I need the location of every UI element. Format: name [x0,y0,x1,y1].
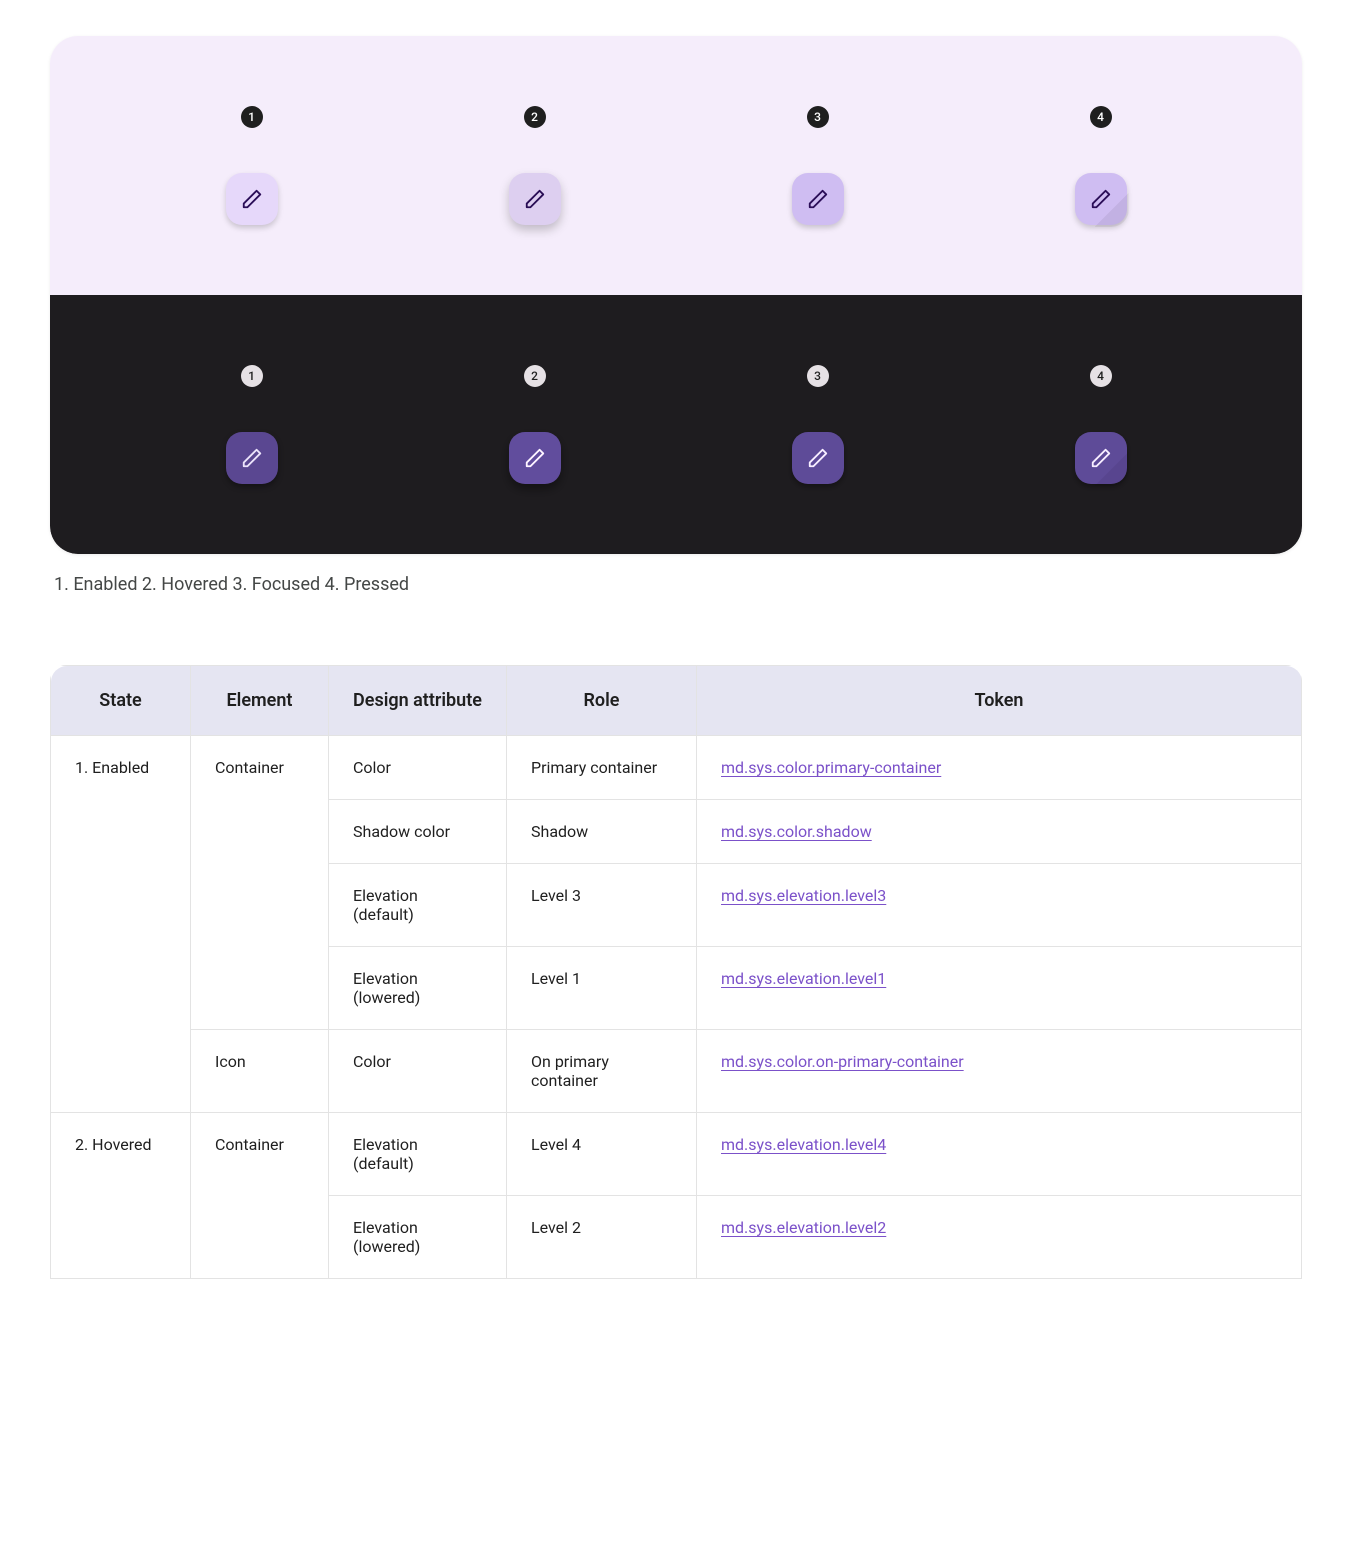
cell-token: md.sys.elevation.level1 [697,947,1302,1030]
badge-3-dark: 3 [807,365,829,387]
demo-light-row: 1 2 3 4 [50,36,1302,295]
spec-table: State Element Design attribute Role Toke… [50,665,1302,1279]
badge-1-dark: 1 [241,365,263,387]
col-role: Role [507,666,697,736]
cell-state: 1. Enabled [51,736,191,1113]
col-state: State [51,666,191,736]
fab-pressed-light[interactable] [1075,173,1127,225]
badge-2-dark: 2 [524,365,546,387]
fab-focused-dark[interactable] [792,432,844,484]
cell-attribute: Elevation (default) [329,1113,507,1196]
token-link[interactable]: md.sys.elevation.level1 [721,969,886,988]
cell-role: Level 1 [507,947,697,1030]
cell-token: md.sys.elevation.level4 [697,1113,1302,1196]
col-element: Element [191,666,329,736]
edit-icon [1090,447,1112,469]
fab-focused-light[interactable] [792,173,844,225]
edit-icon [524,188,546,210]
fab-pressed-dark[interactable] [1075,432,1127,484]
token-link[interactable]: md.sys.elevation.level2 [721,1218,886,1237]
edit-icon [241,188,263,210]
fab-states-demo: 1 2 3 4 [50,36,1302,554]
badge-3-light: 3 [807,106,829,128]
table-row: 2. HoveredContainerElevation (default)Le… [51,1113,1302,1196]
cell-attribute: Shadow color [329,800,507,864]
cell-role: On primary container [507,1030,697,1113]
cell-attribute: Elevation (default) [329,864,507,947]
demo-dark-row: 1 2 3 4 [50,295,1302,554]
table-row: IconColorOn primary container md.sys.colo… [51,1030,1302,1113]
cell-role: Level 3 [507,864,697,947]
badge-1-light: 1 [241,106,263,128]
cell-element: Container [191,1113,329,1279]
cell-token: md.sys.color.shadow [697,800,1302,864]
cell-role: Level 4 [507,1113,697,1196]
token-link[interactable]: md.sys.color.on-primary-container [721,1052,964,1071]
demo-caption: 1. Enabled 2. Hovered 3. Focused 4. Pres… [54,574,1302,595]
cell-element: Container [191,736,329,1030]
cell-role: Shadow [507,800,697,864]
cell-attribute: Color [329,736,507,800]
fab-hovered-light[interactable] [509,173,561,225]
table-row: 1. EnabledContainerColorPrimary containe… [51,736,1302,800]
cell-token: md.sys.color.primary-container [697,736,1302,800]
badge-4-light: 4 [1090,106,1112,128]
token-link[interactable]: md.sys.elevation.level3 [721,886,886,905]
token-link[interactable]: md.sys.color.shadow [721,822,872,841]
col-token: Token [697,666,1302,736]
cell-element: Icon [191,1030,329,1113]
cell-attribute: Color [329,1030,507,1113]
edit-icon [241,447,263,469]
edit-icon [807,188,829,210]
cell-role: Primary container [507,736,697,800]
fab-enabled-light[interactable] [226,173,278,225]
edit-icon [524,447,546,469]
fab-enabled-dark[interactable] [226,432,278,484]
cell-state: 2. Hovered [51,1113,191,1279]
col-attr: Design attribute [329,666,507,736]
cell-token: md.sys.elevation.level2 [697,1196,1302,1279]
cell-attribute: Elevation (lowered) [329,947,507,1030]
edit-icon [1090,188,1112,210]
edit-icon [807,447,829,469]
badge-4-dark: 4 [1090,365,1112,387]
cell-attribute: Elevation (lowered) [329,1196,507,1279]
cell-token: md.sys.elevation.level3 [697,864,1302,947]
cell-role: Level 2 [507,1196,697,1279]
badge-2-light: 2 [524,106,546,128]
token-link[interactable]: md.sys.color.primary-container [721,758,941,777]
token-link[interactable]: md.sys.elevation.level4 [721,1135,886,1154]
cell-token: md.sys.color.on-primary-container [697,1030,1302,1113]
fab-hovered-dark[interactable] [509,432,561,484]
